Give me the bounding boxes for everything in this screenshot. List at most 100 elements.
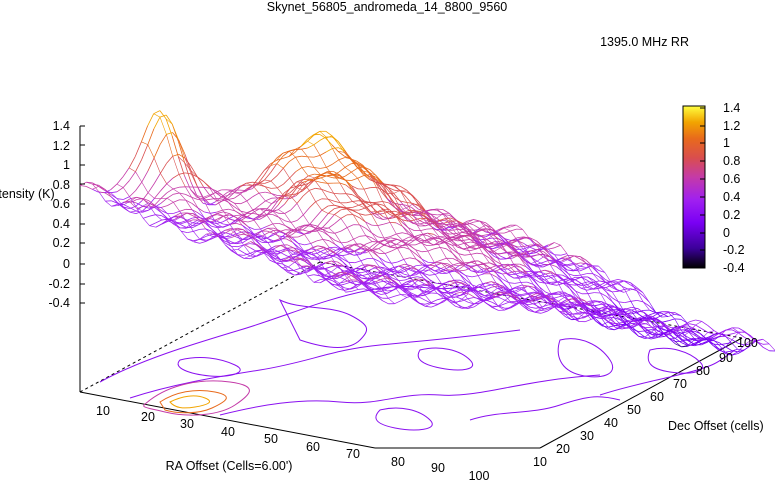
surface-line: [421, 250, 428, 253]
surface-line: [402, 232, 409, 235]
surface-line: [537, 265, 545, 277]
surface-line: [313, 144, 321, 156]
surface-line: [418, 283, 425, 287]
surface-line: [479, 295, 486, 299]
surface-line: [190, 189, 198, 196]
surface-line: [334, 204, 341, 208]
surface-line: [632, 329, 639, 337]
surface-line: [404, 269, 412, 279]
surface-line: [410, 269, 417, 274]
surface-line: [178, 156, 185, 163]
surface-line: [428, 262, 436, 266]
surface-line: [210, 220, 217, 223]
surface-line: [606, 291, 613, 303]
surface-line: [98, 186, 106, 190]
surface-line: [731, 351, 739, 356]
surface-line: [376, 211, 384, 218]
surface-line: [368, 171, 376, 180]
surface-line: [693, 337, 701, 341]
surface-line: [369, 286, 377, 290]
surface-line: [178, 172, 186, 175]
surface-line: [153, 113, 161, 118]
surface-line: [473, 239, 481, 246]
surface-line: [198, 216, 205, 220]
surface-line: [128, 171, 136, 181]
surface-line: [369, 286, 377, 296]
surface-line: [491, 285, 498, 288]
surface-line: [236, 229, 244, 234]
surface-line: [210, 198, 217, 200]
x-tick-label: 100: [469, 469, 490, 483]
surface-line: [365, 235, 373, 242]
surface-line: [484, 286, 492, 296]
surface-line: [546, 302, 554, 307]
surface-line: [353, 252, 361, 256]
surface-line: [178, 153, 186, 159]
surface-line: [426, 244, 434, 246]
surface-line: [153, 116, 161, 129]
surface-line: [160, 163, 167, 174]
surface-line: [550, 282, 557, 285]
contour-level-low: [647, 347, 703, 374]
surface-line: [272, 223, 280, 232]
surface-line: [383, 237, 391, 247]
surface-line: [382, 216, 390, 220]
surface-line: [351, 177, 358, 181]
surface-line: [296, 179, 303, 183]
surface-line: [337, 143, 345, 153]
surface-line: [465, 275, 473, 278]
surface-line: [496, 273, 503, 280]
surface-line: [461, 298, 469, 303]
surface-line: [236, 233, 243, 240]
surface-line: [632, 327, 640, 334]
surface-line: [321, 182, 328, 184]
surface-line: [549, 256, 557, 263]
surface-line: [550, 277, 558, 283]
surface-line: [435, 274, 442, 284]
surface-line: [571, 306, 579, 311]
surface-line: [590, 305, 598, 314]
surface-line: [353, 235, 360, 240]
surface-line: [211, 228, 219, 237]
surface-line: [463, 240, 470, 248]
surface-line: [737, 342, 745, 346]
surface-line: [321, 213, 329, 222]
surface-line: [310, 240, 317, 244]
surface-line: [390, 238, 398, 243]
surface-line: [688, 331, 696, 337]
surface-line: [437, 222, 444, 233]
surface-line: [406, 189, 413, 196]
surface-line: [555, 266, 563, 272]
surface-line: [216, 209, 223, 213]
surface-line: [448, 282, 456, 286]
surface-line: [555, 262, 563, 272]
surface-line: [515, 286, 523, 288]
surface-line: [560, 245, 568, 254]
colorbar-tick-label: 1.4: [723, 101, 740, 115]
surface-line: [284, 209, 291, 214]
surface-line: [668, 311, 675, 315]
surface-line: [527, 285, 535, 291]
surface-line: [279, 231, 286, 235]
surface-line: [516, 251, 524, 253]
surface-line: [661, 316, 669, 318]
surface-line: [523, 246, 531, 257]
surface-line: [384, 250, 392, 254]
surface-line: [483, 264, 491, 269]
surface-line: [489, 270, 497, 273]
surface-line: [264, 172, 272, 181]
surface-line: [443, 296, 451, 303]
surface-line: [511, 295, 518, 299]
surface-line: [503, 292, 510, 295]
surface-line: [363, 288, 371, 292]
surface-line: [253, 213, 260, 216]
surface-line: [191, 197, 199, 209]
surface-line: [510, 301, 517, 304]
surface-line: [283, 161, 290, 169]
surface-line: [383, 208, 390, 215]
surface-line: [332, 159, 339, 165]
surface-line: [429, 288, 437, 293]
surface-line: [433, 237, 441, 248]
surface-line: [394, 286, 401, 295]
surface-line: [481, 244, 489, 252]
